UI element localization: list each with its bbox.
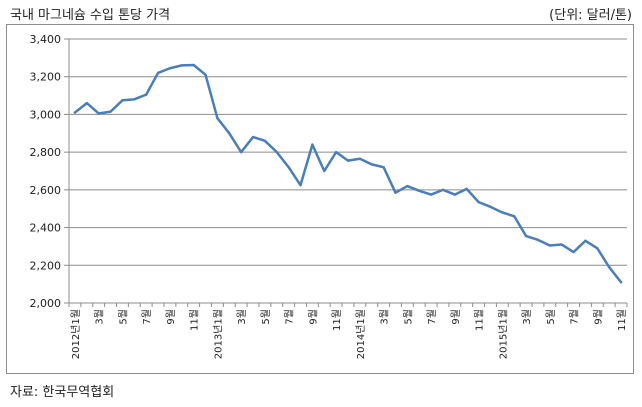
- x-tick-label: 2012년1월: [70, 309, 82, 359]
- data-point: [239, 150, 243, 154]
- data-point: [453, 193, 457, 196]
- data-point: [156, 71, 160, 75]
- data-point: [536, 238, 540, 242]
- line-chart: 2,000 2,200 2,400 2,600 2,800 3,000 3,200 3,400…: [30, 33, 629, 359]
- data-point: [144, 93, 148, 96]
- data-point: [192, 63, 195, 67]
- x-axis-tick-labels: 2012년1월 3월 5월 7월 9월 11월 2013년1월 3월 5월 7월 9월 11월 2014…: [70, 309, 628, 359]
- data-point: [607, 265, 611, 269]
- data-point: [358, 157, 362, 160]
- x-tick-label: 3월: [236, 309, 248, 325]
- x-tick-label: 7월: [284, 309, 296, 325]
- y-tick-label: 3,200: [30, 71, 62, 84]
- data-point: [299, 183, 302, 187]
- y-tick-label: 3,400: [30, 33, 62, 46]
- data-point: [168, 67, 172, 70]
- x-tick-label: 2015년1월: [497, 309, 509, 359]
- chart-frame: 2,000 2,200 2,400 2,600 2,800 3,000 3,200 3,400…: [6, 24, 634, 374]
- data-point: [548, 244, 552, 247]
- x-tick-label: 9월: [165, 309, 177, 325]
- data-point: [418, 189, 421, 192]
- y-axis-tick-labels: 2,000 2,200 2,400 2,600 2,800 3,000 3,200 3,400: [30, 33, 62, 310]
- x-tick-label: 7월: [426, 309, 438, 325]
- x-tick-label: 3월: [521, 309, 533, 325]
- data-point: [73, 111, 77, 114]
- data-point: [370, 163, 373, 166]
- data-point: [97, 112, 100, 115]
- data-point: [596, 247, 599, 250]
- axes: [64, 38, 628, 307]
- x-tick-label: 7월: [569, 309, 581, 325]
- x-tick-label: 7월: [141, 309, 153, 325]
- data-point: [513, 215, 516, 218]
- x-tick-label: 11월: [189, 309, 201, 331]
- data-point: [524, 234, 528, 238]
- data-point: [572, 250, 575, 254]
- x-tick-label: 9월: [450, 309, 462, 325]
- series-group: [73, 63, 623, 284]
- data-point: [287, 166, 290, 169]
- data-point: [619, 281, 623, 284]
- data-point: [477, 200, 480, 204]
- x-tick-label: 11월: [331, 309, 343, 331]
- data-point: [263, 139, 267, 143]
- data-point: [394, 191, 397, 194]
- data-point: [584, 239, 587, 242]
- x-tick-label: 5월: [402, 309, 414, 325]
- data-point: [180, 64, 183, 67]
- data-point: [560, 243, 563, 246]
- data-point: [275, 150, 278, 154]
- data-point: [406, 184, 409, 188]
- x-tick-label: 3월: [379, 309, 391, 325]
- gridlines: [69, 38, 627, 304]
- data-point: [489, 205, 492, 209]
- data-point: [501, 211, 504, 214]
- data-point: [465, 187, 468, 191]
- data-point: [251, 135, 255, 139]
- unit-label: (단위: 달러/톤): [549, 8, 632, 23]
- y-tick-label: 2,000: [30, 297, 62, 310]
- data-point: [441, 188, 445, 192]
- y-tick-label: 2,600: [30, 184, 62, 197]
- x-tick-label: 9월: [592, 309, 604, 325]
- x-tick-label: 5월: [260, 309, 272, 325]
- data-point: [109, 110, 112, 113]
- y-tick-label: 2,800: [30, 146, 62, 159]
- x-tick-label: 2013년1월: [212, 309, 224, 359]
- x-tick-label: 3월: [94, 309, 106, 325]
- x-tick-label: 2014년1월: [355, 309, 367, 359]
- data-point: [429, 193, 433, 196]
- data-point: [85, 101, 89, 105]
- data-point: [121, 99, 124, 102]
- data-point: [204, 73, 207, 77]
- x-tick-label: 11월: [616, 309, 628, 331]
- chart-title: 국내 마그네슘 수입 톤당 가격: [10, 8, 171, 23]
- series-line: [73, 63, 623, 284]
- data-point: [346, 159, 350, 162]
- y-tick-label: 3,000: [30, 108, 62, 121]
- x-tick-label: 5월: [117, 309, 129, 325]
- data-point: [133, 98, 136, 101]
- x-tick-label: 5월: [545, 309, 557, 325]
- data-point: [216, 117, 219, 120]
- x-tick-label: 11월: [474, 309, 486, 331]
- y-tick-label: 2,400: [30, 222, 62, 235]
- data-point: [382, 166, 385, 169]
- source-label: 자료: 한국무역협회: [10, 385, 115, 400]
- data-point: [334, 150, 338, 154]
- x-tick-label: 9월: [307, 309, 319, 325]
- data-point: [323, 169, 326, 173]
- data-point: [311, 143, 314, 146]
- data-point: [228, 132, 231, 135]
- y-tick-label: 2,200: [30, 259, 62, 272]
